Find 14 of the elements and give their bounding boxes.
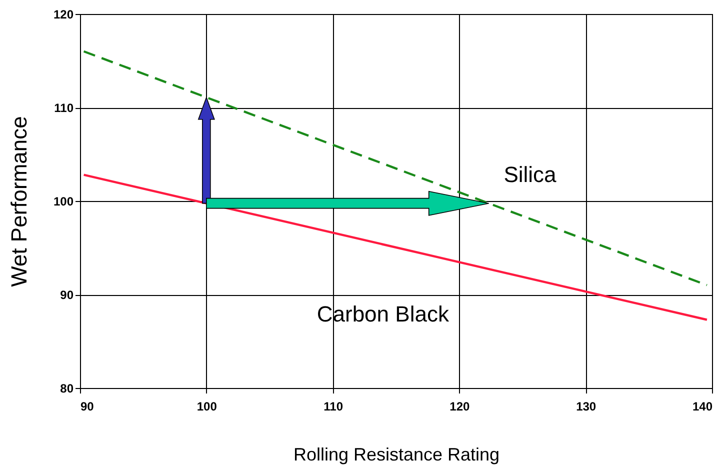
x-axis-title: Rolling Resistance Rating — [293, 444, 500, 464]
x-tick-label: 120 — [450, 400, 470, 414]
y-tick-label: 100 — [53, 194, 74, 208]
x-tick-label: 110 — [324, 400, 344, 414]
x-tick-label: 130 — [576, 400, 596, 414]
y-tick-label: 110 — [54, 101, 74, 115]
x-tick-label: 140 — [692, 400, 713, 414]
x-tick-label: 100 — [196, 400, 218, 414]
y-tick-label: 120 — [53, 8, 74, 22]
y-tick-label: 80 — [60, 382, 74, 396]
y-tick-label: 90 — [60, 288, 74, 302]
series-label: Silica — [504, 162, 558, 187]
x-tick-label: 90 — [80, 400, 94, 414]
y-axis-title: Wet Performance — [6, 116, 32, 287]
